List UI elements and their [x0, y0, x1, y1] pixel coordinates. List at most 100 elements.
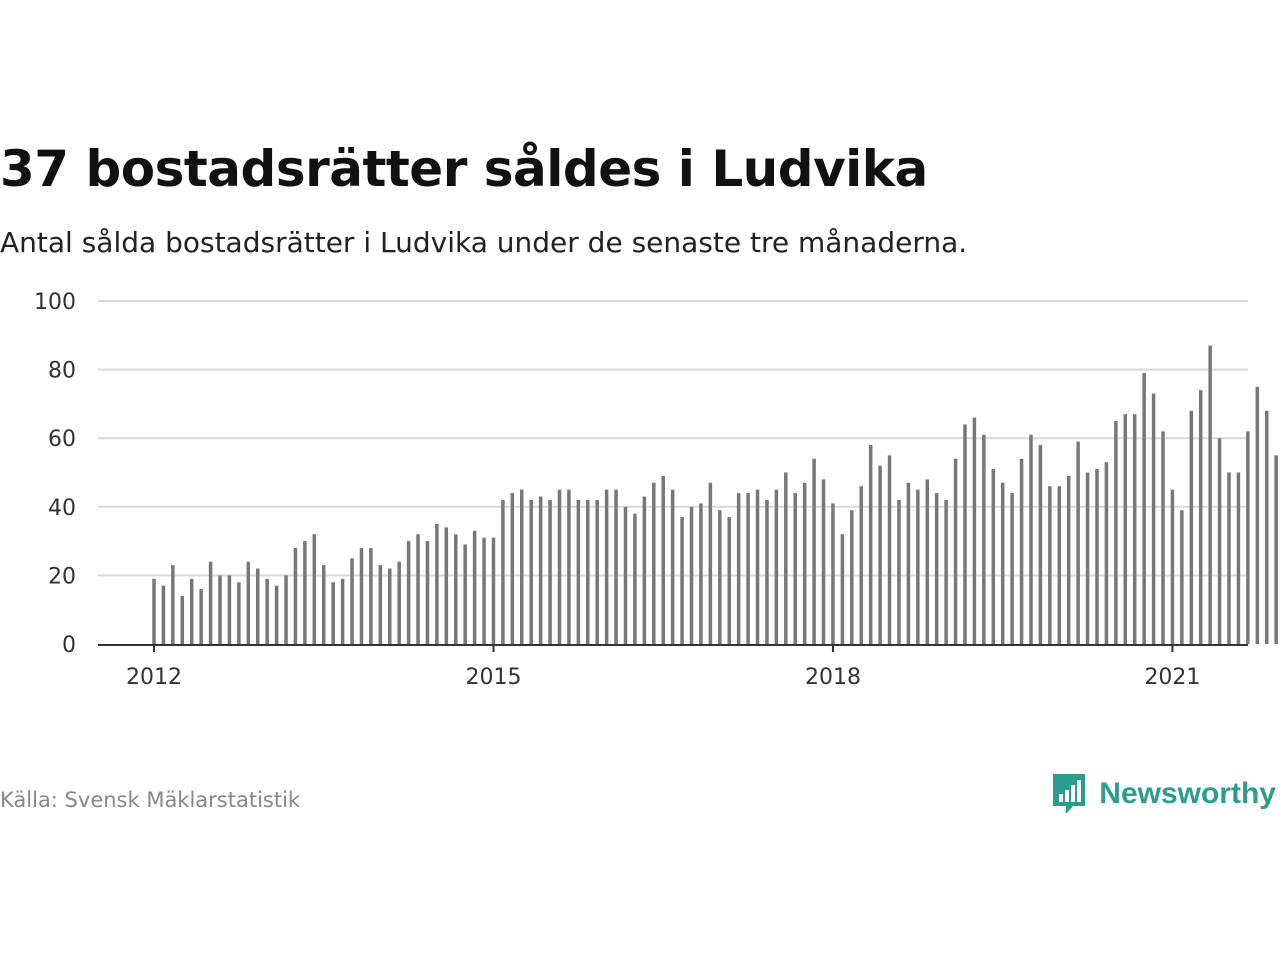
bar [180, 595, 185, 644]
bar [1057, 486, 1062, 644]
bar [982, 434, 986, 644]
bar [642, 496, 647, 644]
brand-logo[interactable]: Newsworthy [1051, 772, 1276, 816]
bar [237, 582, 241, 644]
bar [1217, 438, 1222, 644]
bar [1085, 472, 1090, 644]
bar [906, 482, 911, 644]
chart-subtitle: Antal sålda bostadsrätter i Ludvika unde… [0, 226, 968, 259]
bar [567, 489, 571, 644]
bar [161, 585, 166, 644]
bar [868, 445, 873, 644]
bar [670, 489, 675, 644]
bar [171, 565, 175, 644]
grid-lines [98, 300, 1248, 577]
bar [746, 493, 750, 644]
x-tick-label: 2021 [1144, 665, 1200, 690]
bar [1246, 431, 1250, 644]
bar [576, 499, 581, 644]
bar [840, 534, 845, 644]
bar [604, 489, 609, 644]
bar [887, 455, 892, 644]
bar [652, 482, 656, 644]
y-tick-label: 80 [48, 359, 76, 384]
bar [831, 503, 835, 644]
bar [369, 547, 373, 644]
bar [793, 493, 797, 644]
bar [925, 479, 930, 644]
source-note: Källa: Svensk Mäklarstatistik [0, 788, 301, 812]
x-axis-ticks: 20122015201820212023 [126, 645, 1200, 690]
bar [359, 547, 364, 644]
bar [812, 458, 816, 644]
bar [765, 499, 769, 644]
bar [963, 424, 967, 644]
y-tick-label: 0 [62, 633, 76, 658]
bar [152, 578, 156, 644]
bar [397, 561, 401, 644]
bar [340, 578, 345, 644]
bar [482, 537, 486, 644]
bar [680, 517, 684, 644]
bar [661, 475, 665, 644]
bar [501, 499, 505, 644]
bar [859, 486, 863, 644]
bar [1255, 386, 1260, 644]
bar [284, 575, 288, 644]
bar [1198, 390, 1203, 644]
bar [614, 489, 618, 644]
bar [718, 510, 722, 644]
bar [416, 534, 420, 644]
bar [199, 589, 203, 644]
bar [293, 547, 298, 644]
bar [331, 582, 335, 644]
bar [1180, 510, 1184, 644]
bar [557, 489, 562, 644]
bar [708, 482, 713, 644]
bar [246, 561, 251, 644]
bar [1095, 469, 1099, 644]
bar [1029, 434, 1033, 644]
bar [312, 534, 317, 644]
bar [321, 565, 326, 644]
bar [208, 561, 213, 644]
brand-name: Newsworthy [1099, 777, 1276, 810]
bar [1264, 410, 1269, 644]
bar [1048, 486, 1052, 644]
bar [623, 506, 628, 644]
bar [1170, 489, 1175, 644]
bar [897, 499, 901, 644]
bar [463, 544, 467, 644]
bar [1123, 414, 1128, 644]
bar [1208, 345, 1212, 644]
bar [529, 499, 533, 644]
newsworthy-logo-icon [1053, 774, 1086, 814]
bar [255, 568, 260, 644]
bar [1274, 455, 1278, 644]
bar [736, 493, 741, 644]
bar [1132, 414, 1137, 644]
bar [1151, 393, 1156, 644]
bar [189, 578, 194, 644]
bar [878, 465, 882, 644]
bar [548, 499, 552, 644]
bar [1010, 493, 1014, 644]
bar [472, 530, 477, 644]
bar [916, 489, 920, 644]
bar [444, 527, 449, 644]
bar [953, 458, 958, 644]
bar [689, 506, 694, 644]
bar [265, 578, 269, 644]
chart-title: 37 bostadsrätter såldes i Ludvika [0, 140, 928, 198]
bars [152, 345, 1278, 644]
bar [1066, 475, 1071, 644]
bar [303, 541, 307, 644]
bar [1076, 441, 1080, 644]
bar [1236, 472, 1241, 644]
y-tick-label: 40 [48, 496, 76, 521]
bar [934, 493, 939, 644]
bar [378, 565, 383, 644]
bar [991, 469, 996, 644]
bar [755, 489, 760, 644]
bar [425, 541, 430, 644]
